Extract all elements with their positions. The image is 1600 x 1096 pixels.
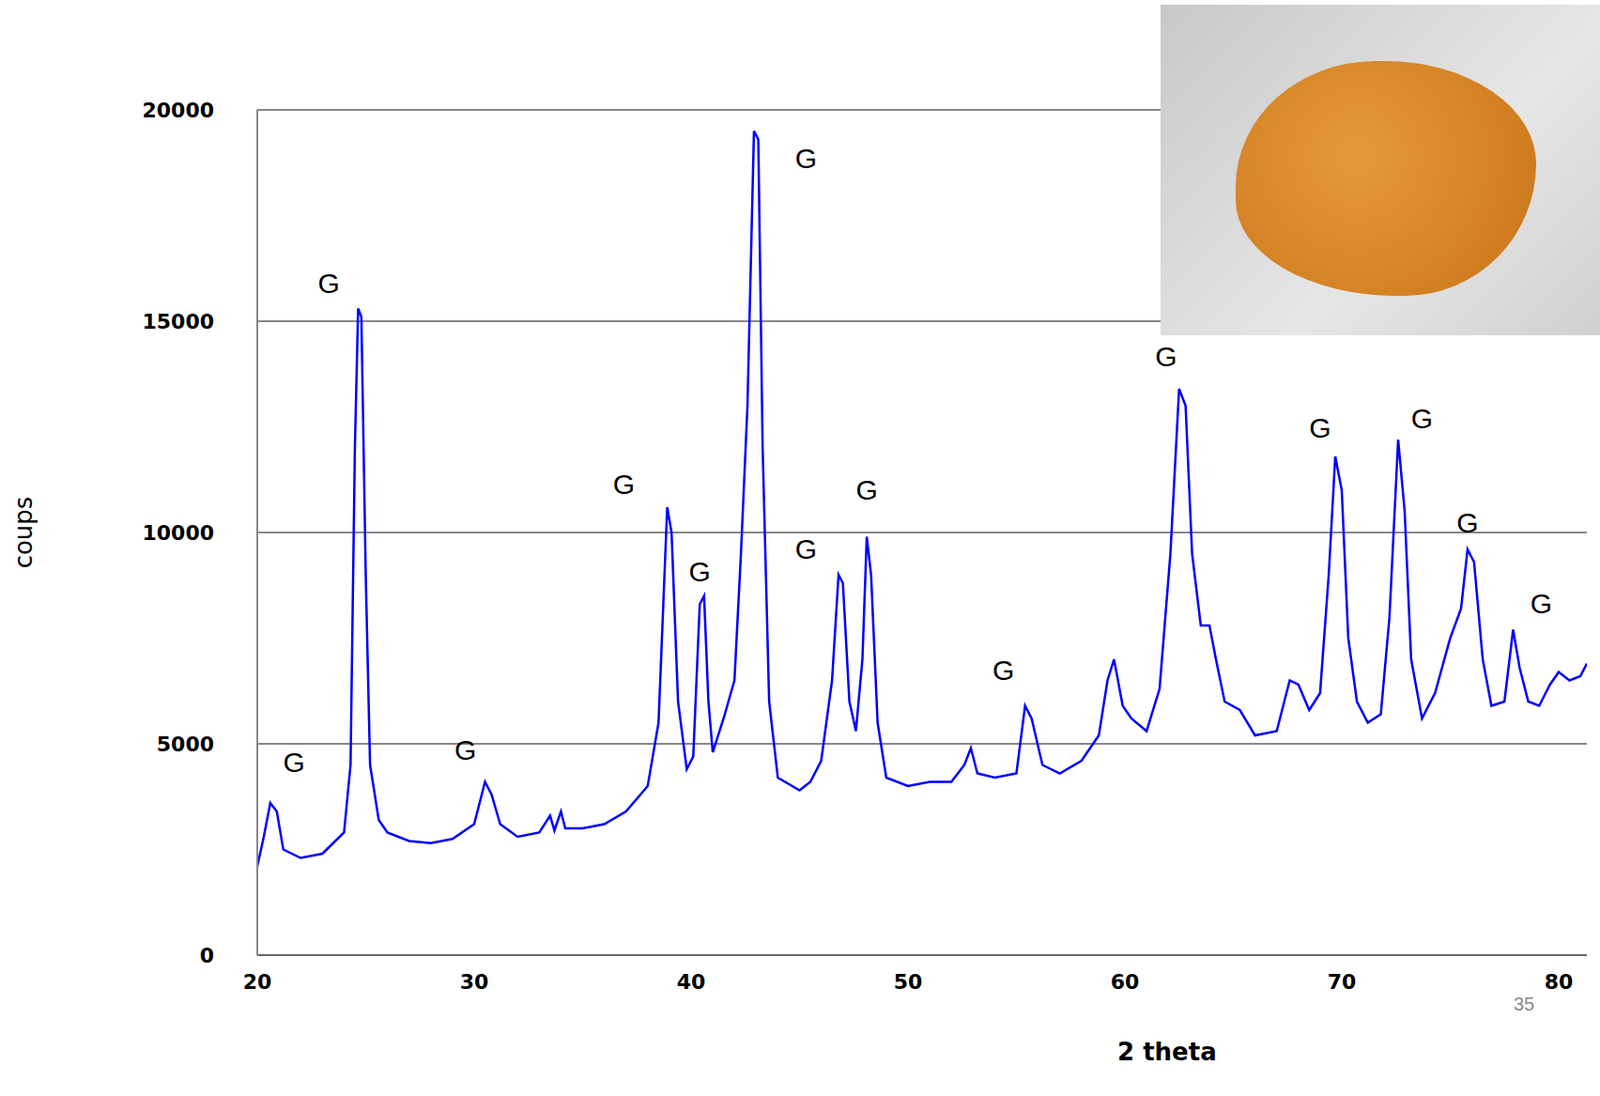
svg-text:0: 0 [200,943,215,968]
html-text:2 theta: 2 theta [1117,1037,1217,1066]
svg-text:G: G [613,468,635,500]
svg-text:60: 60 [1110,969,1140,994]
svg-text:G: G [795,142,817,174]
svg-text:G: G [283,746,306,778]
svg-text:G: G [689,555,711,587]
svg-text:G: G [318,267,340,299]
svg-text:15000: 15000 [141,309,215,334]
svg-text:80: 80 [1544,969,1574,994]
svg-text:30: 30 [460,969,490,994]
svg-text:5000: 5000 [156,732,215,756]
svg-text:G: G [795,533,817,565]
svg-text:coups: coups [9,496,38,570]
svg-text:G: G [992,654,1015,686]
svg-text:20000: 20000 [141,98,215,123]
html-text:35: 35 [1513,993,1535,1015]
svg-text:G: G [855,474,877,506]
svg-text:G: G [1456,507,1478,539]
svg-text:50: 50 [893,969,924,994]
svg-text:G: G [1308,412,1331,444]
svg-text:G: G [454,734,477,766]
svg-text:20: 20 [243,969,273,994]
svg-text:40: 40 [676,969,707,994]
svg-text:10000: 10000 [141,521,215,545]
svg-text:G: G [1530,587,1553,619]
svg-text:G: G [1411,402,1433,434]
svg-text:70: 70 [1327,969,1357,994]
svg-text:G: G [1154,340,1177,372]
